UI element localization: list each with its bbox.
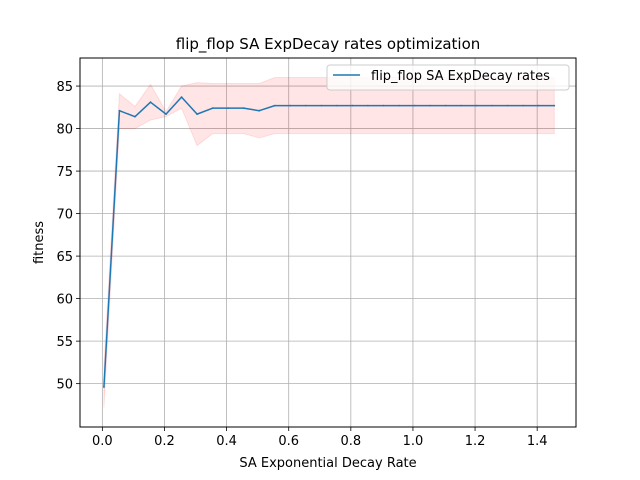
data-point [382, 104, 385, 107]
x-axis-label: SA Exponential Decay Rate [239, 456, 416, 471]
data-point [413, 104, 416, 107]
confidence-band-layer [103, 77, 555, 408]
x-tick-label: 0.2 [154, 434, 175, 449]
y-tick-label: 50 [56, 378, 73, 393]
data-point [227, 107, 230, 110]
data-point [165, 113, 167, 116]
y-tick-label: 70 [56, 208, 73, 223]
legend-label: flip_flop SA ExpDecay rates [371, 69, 550, 84]
data-point [118, 109, 121, 112]
x-axis-ticks: 0.0 0.2 0.4 0.6 0.8 1.0 1.2 1.4 [92, 427, 548, 449]
y-tick-label: 65 [56, 250, 73, 265]
data-point [258, 109, 261, 112]
data-point [180, 96, 183, 99]
data-point [242, 107, 245, 110]
data-point [134, 115, 136, 118]
data-point [335, 104, 338, 107]
y-tick-label: 80 [56, 123, 73, 138]
data-point [211, 107, 214, 110]
y-tick-label: 85 [56, 80, 73, 95]
y-axis-label: fitness [32, 221, 47, 264]
legend-box [326, 64, 570, 91]
data-point [475, 104, 478, 107]
series-line-layer [103, 96, 556, 388]
x-tick-label: 1.0 [403, 434, 424, 449]
x-tick-label: 1.2 [465, 434, 486, 449]
data-point [444, 104, 447, 107]
data-point [149, 101, 152, 104]
data-point [522, 104, 525, 107]
data-point [196, 113, 198, 116]
x-tick-label: 0.0 [92, 434, 113, 449]
data-point [367, 104, 369, 107]
grid [80, 58, 576, 427]
x-tick-label: 1.4 [527, 434, 548, 449]
data-point [273, 104, 276, 107]
data-point [103, 386, 105, 388]
data-point [460, 104, 462, 107]
plot-area-frame [79, 57, 577, 428]
x-tick-label: 0.8 [340, 434, 361, 449]
confidence-band [103, 77, 555, 408]
data-point [429, 104, 431, 107]
chart-title: flip_flop SA ExpDecay rates optimization [176, 35, 481, 54]
data-point [320, 104, 323, 107]
x-tick-label: 0.4 [216, 434, 237, 449]
data-point [289, 104, 292, 107]
data-point [398, 104, 400, 107]
x-tick-label: 0.6 [278, 434, 299, 449]
y-tick-label: 60 [56, 293, 73, 308]
y-tick-label: 75 [56, 165, 73, 180]
legend: flip_flop SA ExpDecay rates [326, 64, 570, 91]
data-point [537, 104, 540, 107]
data-point [304, 104, 307, 107]
data-point [351, 104, 354, 107]
data-point [553, 104, 556, 107]
y-axis-ticks: 50 55 60 65 70 75 80 85 [56, 80, 80, 393]
y-tick-label: 55 [56, 335, 73, 350]
data-point [506, 104, 509, 107]
series-line [103, 96, 555, 388]
data-point [491, 104, 494, 107]
